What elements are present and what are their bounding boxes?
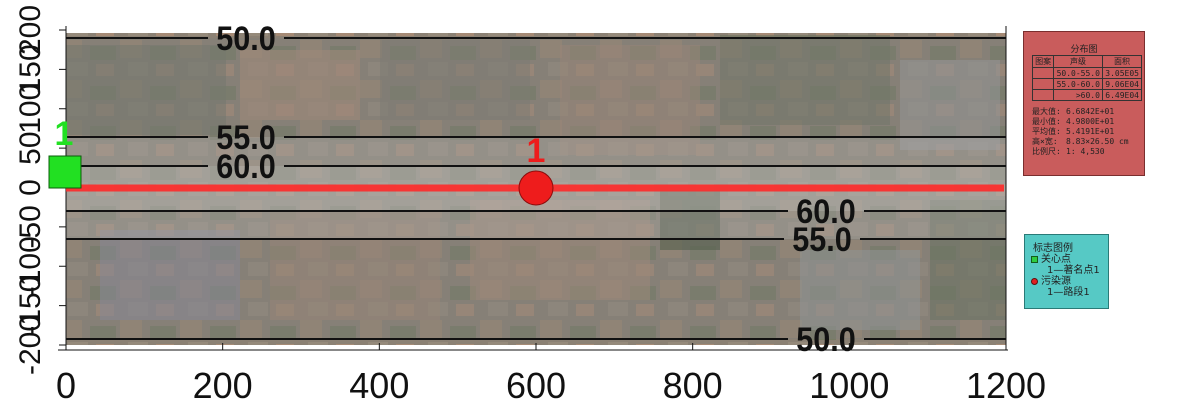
red-dot-icon: [1031, 277, 1038, 285]
distribution-row: >60.0 6.49E04: [1031, 89, 1143, 101]
x-tick-label: 0: [56, 365, 76, 406]
legend-item-receptor-sub: 1—著名点1: [1047, 265, 1100, 276]
receptor-marker: 1: [48, 115, 82, 189]
y-tick-label: -50: [14, 205, 47, 248]
x-tick-label: 1200: [966, 365, 1046, 406]
distribution-header-row: 图案 声级 面积: [1031, 55, 1143, 68]
distribution-row: 55.0-60.0 9.06E04: [1031, 78, 1143, 90]
legend-item-source: 污染源: [1031, 276, 1108, 287]
source-marker: 1: [518, 132, 554, 206]
distribution-row: 50.0-55.0 3.05E05: [1031, 67, 1143, 79]
legend-title: 标志图例: [1033, 243, 1073, 254]
header-area: 面积: [1101, 55, 1143, 68]
header-pattern: 图案: [1031, 55, 1055, 68]
legend-item-source-sub: 1—路段1: [1047, 287, 1090, 298]
contour-label: 60.0: [216, 148, 276, 186]
row-level: 50.0-55.0: [1053, 67, 1103, 79]
stat-min: 最小值: 4.9800E+01: [1032, 117, 1115, 126]
x-axis-ticks: 0 200 400 600 800 1000 1200: [56, 343, 1046, 406]
y-tick-label: -150: [14, 276, 47, 336]
stat-max: 最大值: 6.6842E+01: [1032, 107, 1115, 116]
row-area: 6.49E04: [1101, 89, 1143, 101]
stat-scale: 比例尺: 1: 4,530: [1032, 147, 1105, 156]
statistics: 最大值: 6.6842E+01 最小值: 4.9800E+01 平均值: 5.4191…: [1032, 107, 1144, 157]
row-pattern: [1031, 78, 1055, 90]
x-tick-label: 1000: [809, 365, 889, 406]
header-level: 声级: [1053, 55, 1103, 68]
row-area: 9.06E04: [1101, 78, 1143, 90]
y-tick-label: 50: [14, 131, 47, 164]
row-pattern: [1031, 89, 1055, 101]
source-marker-label: 1: [527, 132, 546, 170]
green-square-icon: [1031, 255, 1038, 263]
y-tick-label: 150: [14, 44, 47, 94]
y-tick-label: 0: [14, 179, 47, 196]
y-tick-label: 200: [14, 5, 47, 55]
x-tick-label: 800: [663, 365, 723, 406]
legend-item-receptor: 关心点: [1031, 254, 1108, 265]
row-pattern: [1031, 67, 1055, 79]
contour-label: 55.0: [792, 221, 852, 259]
row-level: >60.0: [1053, 89, 1103, 101]
y-tick-label: -200: [14, 315, 47, 375]
contour-label: 60.0: [796, 193, 856, 231]
x-tick-label: 400: [349, 365, 409, 406]
contour-label: 55.0: [216, 119, 276, 157]
y-tick-label: -100: [14, 236, 47, 296]
distribution-panel: 分布图 图案 声级 面积 50.0-55.0 3.05E05 55.0-60.0…: [1023, 31, 1145, 176]
stat-mean: 平均值: 5.4191E+01: [1032, 127, 1115, 136]
contour-label: 50.0: [796, 321, 856, 359]
distribution-table: 图案 声级 面积 50.0-55.0 3.05E05 55.0-60.0 9.0…: [1031, 55, 1143, 101]
row-area: 3.05E05: [1101, 67, 1143, 79]
legend-panel: 标志图例 关心点 1—著名点1 污染源 1—路段1: [1024, 234, 1109, 309]
receptor-marker-label: 1: [55, 115, 74, 153]
contour-lines: 50.055.060.060.055.050.0: [66, 20, 1006, 359]
x-tick-label: 200: [193, 365, 253, 406]
x-tick-label: 600: [506, 365, 566, 406]
stat-size: 高×宽: 8.83×26.50 cm: [1032, 137, 1129, 146]
contour-label: 50.0: [216, 20, 276, 58]
y-tick-label: 100: [14, 84, 47, 134]
row-level: 55.0-60.0: [1053, 78, 1103, 90]
distribution-title: 分布图: [1070, 45, 1098, 55]
